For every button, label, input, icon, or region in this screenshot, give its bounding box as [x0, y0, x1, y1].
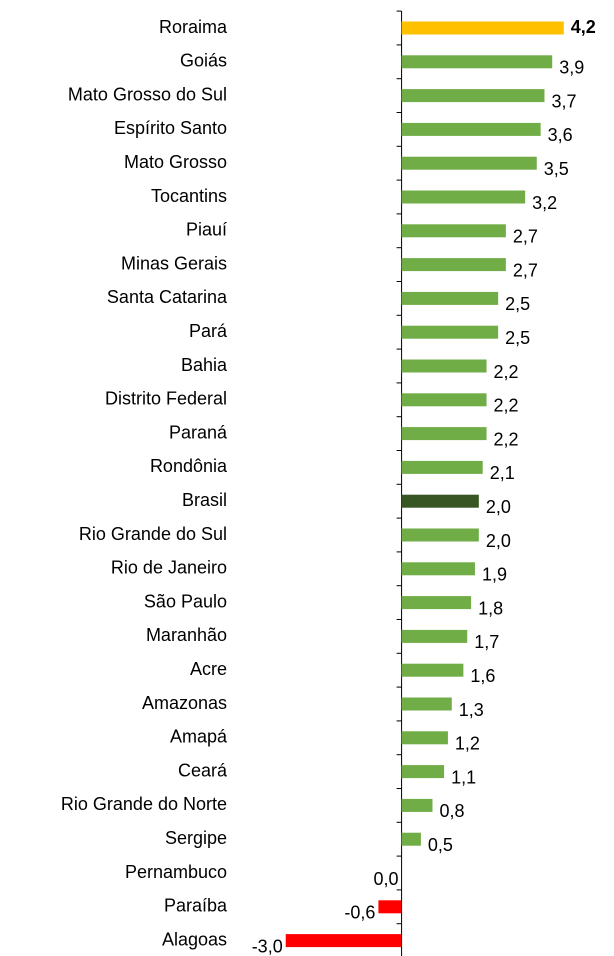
- value-label: 2,2: [494, 396, 519, 416]
- value-label: 3,7: [551, 91, 576, 111]
- value-label: 3,6: [548, 125, 573, 145]
- value-label: 2,7: [513, 227, 538, 247]
- y-tick-label: Piauí: [186, 220, 227, 240]
- value-label: 0,8: [439, 801, 464, 821]
- y-tick-label: Minas Gerais: [121, 253, 227, 273]
- bar: [401, 258, 506, 272]
- y-tick-label: Brasil: [182, 490, 227, 510]
- value-label: 2,5: [505, 294, 530, 314]
- value-label: -3,0: [252, 936, 283, 956]
- y-tick-label: Acre: [190, 659, 227, 679]
- value-label: 1,9: [482, 565, 507, 585]
- bar: [378, 900, 402, 914]
- bar: [401, 21, 564, 35]
- value-label: 2,2: [494, 429, 519, 449]
- bar: [401, 393, 487, 407]
- y-tick-label: Rondônia: [150, 456, 228, 476]
- value-label: 1,1: [451, 767, 476, 787]
- bar: [401, 697, 452, 711]
- y-tick-label: Paraná: [169, 422, 228, 442]
- bar: [401, 528, 479, 542]
- bar: [401, 460, 483, 474]
- y-tick-label: Paraíba: [164, 896, 228, 916]
- y-tick-label: Santa Catarina: [107, 287, 228, 307]
- value-label: 3,5: [544, 159, 569, 179]
- bar: [401, 190, 526, 204]
- bar: [401, 224, 506, 238]
- y-tick-label: Rio de Janeiro: [111, 558, 227, 578]
- value-label: 3,9: [559, 58, 584, 78]
- bar: [401, 55, 553, 69]
- bar: [401, 325, 499, 339]
- bar: [401, 562, 475, 576]
- value-label: 2,7: [513, 260, 538, 280]
- y-tick-label: Amapá: [170, 727, 228, 747]
- value-label: 2,2: [494, 362, 519, 382]
- value-label: 1,7: [474, 632, 499, 652]
- y-tick-label: Roraima: [159, 17, 228, 37]
- y-tick-label: Pará: [189, 321, 228, 341]
- value-label: 0,5: [428, 835, 453, 855]
- y-tick-label: São Paulo: [144, 591, 227, 611]
- y-tick-label: Distrito Federal: [105, 389, 227, 409]
- y-tick-label: Tocantins: [151, 186, 227, 206]
- bar: [401, 596, 472, 610]
- value-label: 1,2: [455, 734, 480, 754]
- value-label: 3,2: [532, 193, 557, 213]
- value-label: 0,0: [374, 869, 399, 889]
- bar: [401, 731, 448, 745]
- value-label: 4,2: [571, 17, 596, 37]
- value-label: 2,1: [490, 463, 515, 483]
- bar: [401, 359, 487, 373]
- value-label: 2,0: [486, 497, 511, 517]
- y-tick-label: Mato Grosso: [124, 152, 227, 172]
- bar: [401, 629, 468, 643]
- bar: [401, 798, 433, 812]
- y-tick-label: Espírito Santo: [114, 118, 227, 138]
- y-tick-label: Pernambuco: [125, 862, 227, 882]
- y-tick-label: Bahia: [181, 355, 228, 375]
- bar: [401, 156, 537, 170]
- y-tick-label: Goiás: [180, 51, 227, 71]
- bar: [401, 427, 487, 441]
- value-label: 2,0: [486, 531, 511, 551]
- y-tick-label: Mato Grosso do Sul: [68, 84, 227, 104]
- y-tick-label: Sergipe: [165, 828, 227, 848]
- bar: [401, 122, 541, 136]
- bar: [401, 89, 545, 103]
- value-label: 1,8: [478, 598, 503, 618]
- y-tick-label: Maranhão: [146, 625, 227, 645]
- bar: [401, 494, 479, 508]
- y-tick-label: Rio Grande do Norte: [61, 794, 227, 814]
- bar: [401, 832, 421, 846]
- y-tick-label: Rio Grande do Sul: [79, 524, 227, 544]
- value-label: 1,3: [459, 700, 484, 720]
- bar: [401, 663, 464, 677]
- value-label: -0,6: [344, 903, 375, 923]
- bar: [401, 765, 445, 779]
- bar: [401, 291, 499, 305]
- bar: [285, 934, 402, 948]
- value-label: 1,6: [470, 666, 495, 686]
- y-tick-label: Amazonas: [142, 693, 227, 713]
- y-tick-label: Alagoas: [162, 929, 227, 949]
- value-label: 2,5: [505, 328, 530, 348]
- y-tick-label: Ceará: [178, 760, 228, 780]
